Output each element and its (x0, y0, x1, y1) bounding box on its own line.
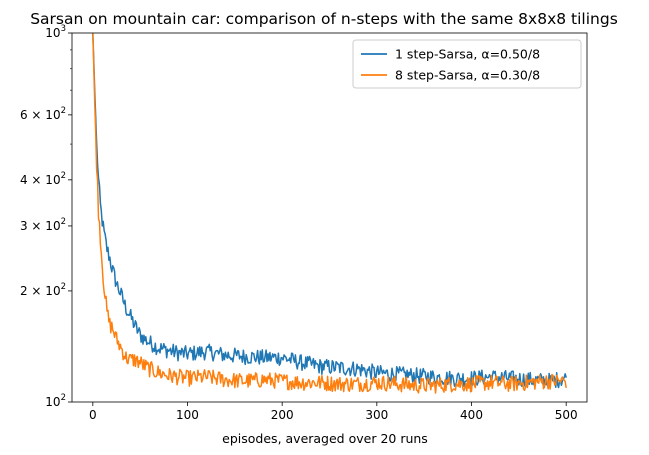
y-tick-label: 4 × 102 (20, 171, 66, 187)
legend-box (352, 39, 582, 89)
x-tick-label: 100 (176, 408, 199, 422)
legend: 1 step-Sarsa, α=0.50/8 8 step-Sarsa, α=0.… (352, 39, 582, 89)
x-tick-label: 200 (271, 408, 294, 422)
y-tick-label: 103 (45, 24, 66, 40)
x-tick-label: 500 (555, 408, 578, 422)
series-layer (92, 33, 567, 394)
y-tick-label: 3 × 102 (20, 217, 66, 233)
y-tick-label: 102 (45, 393, 66, 409)
legend-label-1: 1 step-Sarsa, α=0.50/8 (395, 47, 540, 62)
series-line-2 (92, 33, 567, 394)
y-tick-label: 6 × 102 (20, 106, 66, 122)
axes-layer: 0 100 200 300 400 500 102 2 × 102 3 × 102 4 × 102… (20, 24, 588, 422)
chart-title: Sarsan on mountain car: comparison of n-… (30, 10, 618, 28)
x-tick-label: 400 (460, 408, 483, 422)
x-tick-label: 0 (89, 408, 97, 422)
series-line-1 (92, 33, 567, 390)
legend-label-2: 8 step-Sarsa, α=0.30/8 (395, 68, 540, 83)
axes-frame (71, 32, 588, 403)
x-tick-label: 300 (365, 408, 388, 422)
x-axis-label: episodes, averaged over 20 runs (222, 431, 428, 446)
y-tick-label: 2 × 102 (20, 282, 66, 298)
